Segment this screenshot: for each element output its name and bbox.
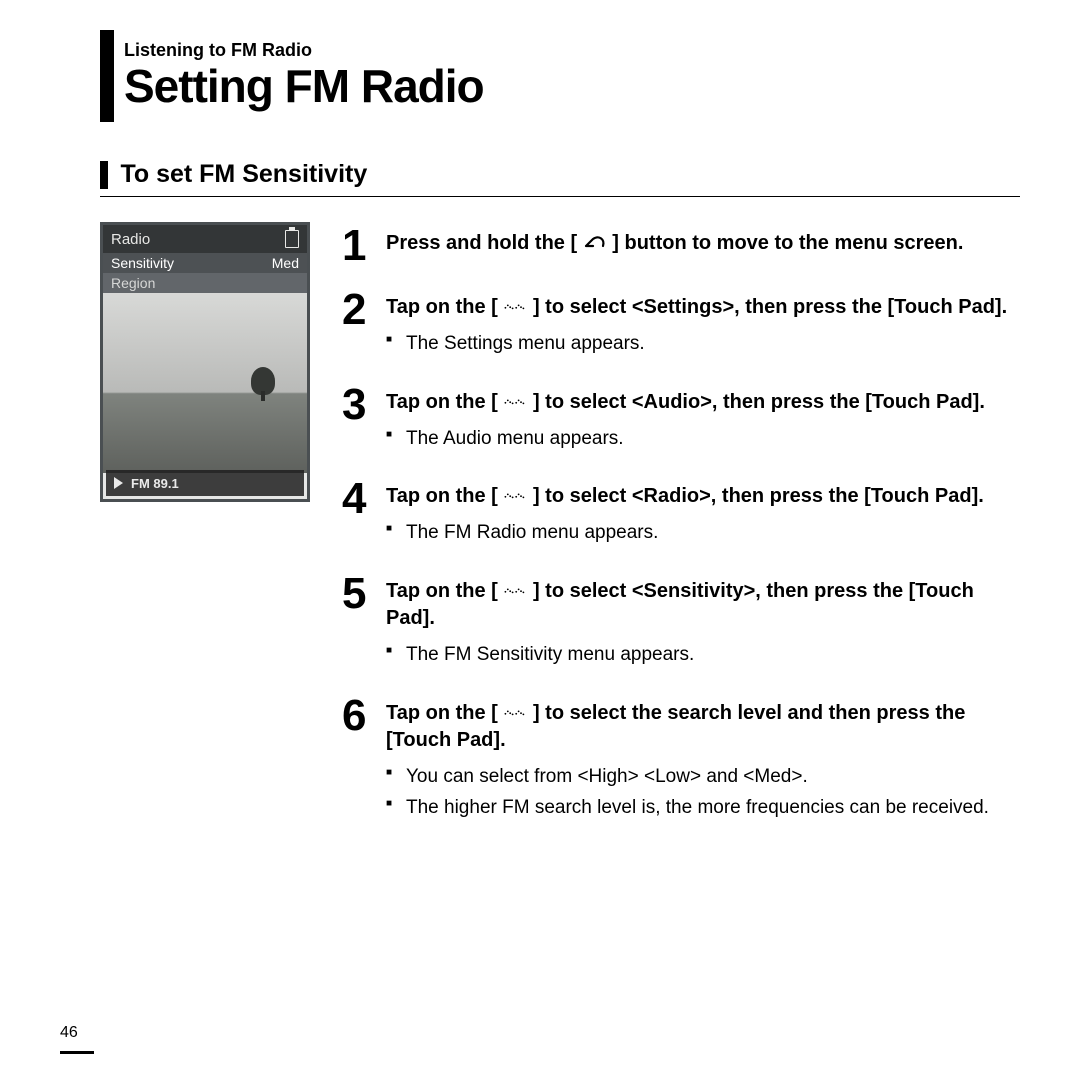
step-body: Tap on the [ ] to select <Sensitivity>, … — [386, 572, 1020, 674]
step: 6Tap on the [ ] to select the search lev… — [342, 694, 1020, 827]
step-notes: You can select from <High> <Low> and <Me… — [386, 764, 1020, 821]
step-notes: The FM Radio menu appears. — [386, 520, 1020, 546]
step-body: Tap on the [ ] to select the search leve… — [386, 694, 1020, 827]
step-note: You can select from <High> <Low> and <Me… — [386, 764, 1020, 790]
manual-page: Listening to FM Radio Setting FM Radio T… — [0, 0, 1080, 1080]
section-accent-bar — [100, 161, 108, 189]
page-number-rule — [60, 1051, 94, 1054]
step: 4Tap on the [ ] to select <Radio>, then … — [342, 477, 1020, 552]
touchpad-dots-icon — [503, 580, 527, 598]
device-menu-label: Sensitivity — [111, 255, 174, 271]
step-number: 6 — [342, 694, 386, 827]
battery-icon — [285, 230, 299, 248]
device-footer: FM 89.1 — [106, 470, 304, 496]
step-text: Tap on the [ ] to select <Audio>, then p… — [386, 389, 1020, 416]
header-accent-bar — [100, 30, 114, 122]
step-text: Tap on the [ ] to select <Settings>, the… — [386, 294, 1020, 321]
device-menu-value: Med — [272, 255, 299, 271]
tree-icon — [251, 367, 275, 395]
step: 3Tap on the [ ] to select <Audio>, then … — [342, 383, 1020, 458]
step-text: Tap on the [ ] to select <Sensitivity>, … — [386, 578, 1020, 632]
step-notes: The Audio menu appears. — [386, 426, 1020, 452]
step-number: 2 — [342, 288, 386, 363]
section-title: To set FM Sensitivity — [120, 160, 367, 189]
section-rule — [100, 196, 1020, 197]
step-body: Press and hold the [ ] button to move to… — [386, 224, 1020, 268]
step-note: The FM Radio menu appears. — [386, 520, 1020, 546]
steps-list: 1Press and hold the [ ] button to move t… — [342, 224, 1020, 847]
step-text: Press and hold the [ ] button to move to… — [386, 230, 1020, 257]
step-number: 1 — [342, 224, 386, 268]
device-footer-text: FM 89.1 — [131, 476, 179, 491]
step-notes: The Settings menu appears. — [386, 331, 1020, 357]
step-text: Tap on the [ ] to select <Radio>, then p… — [386, 483, 1020, 510]
touchpad-dots-icon — [503, 702, 527, 720]
step-note: The Settings menu appears. — [386, 331, 1020, 357]
step-note: The Audio menu appears. — [386, 426, 1020, 452]
device-menu-row: Sensitivity Med — [103, 253, 307, 273]
page-title: Setting FM Radio — [124, 59, 484, 113]
step-number: 4 — [342, 477, 386, 552]
device-wallpaper — [103, 293, 307, 473]
device-menu: Sensitivity Med Region — [103, 253, 307, 293]
section-header: To set FM Sensitivity — [100, 160, 1020, 189]
step-body: Tap on the [ ] to select <Radio>, then p… — [386, 477, 1020, 552]
touchpad-dots-icon — [503, 485, 527, 503]
step: 5Tap on the [ ] to select <Sensitivity>,… — [342, 572, 1020, 674]
back-arrow-icon — [583, 232, 607, 250]
device-screenshot: Radio Sensitivity Med Region FM 89.1 — [100, 222, 310, 502]
step: 2Tap on the [ ] to select <Settings>, th… — [342, 288, 1020, 363]
step-number: 3 — [342, 383, 386, 458]
touchpad-dots-icon — [503, 391, 527, 409]
device-menu-label: Region — [111, 275, 155, 291]
touchpad-dots-icon — [503, 296, 527, 314]
step-note: The higher FM search level is, the more … — [386, 795, 1020, 821]
step-body: Tap on the [ ] to select <Audio>, then p… — [386, 383, 1020, 458]
device-menu-row: Region — [103, 273, 307, 293]
step-note: The FM Sensitivity menu appears. — [386, 642, 1020, 668]
step-notes: The FM Sensitivity menu appears. — [386, 642, 1020, 668]
play-icon — [114, 477, 123, 489]
clouds — [103, 313, 307, 353]
step-number: 5 — [342, 572, 386, 674]
step-body: Tap on the [ ] to select <Settings>, the… — [386, 288, 1020, 363]
device-topbar-title: Radio — [111, 231, 150, 248]
step-text: Tap on the [ ] to select the search leve… — [386, 700, 1020, 754]
device-topbar: Radio — [103, 225, 307, 253]
page-number: 46 — [60, 1024, 78, 1042]
breadcrumb: Listening to FM Radio — [124, 40, 312, 61]
step: 1Press and hold the [ ] button to move t… — [342, 224, 1020, 268]
